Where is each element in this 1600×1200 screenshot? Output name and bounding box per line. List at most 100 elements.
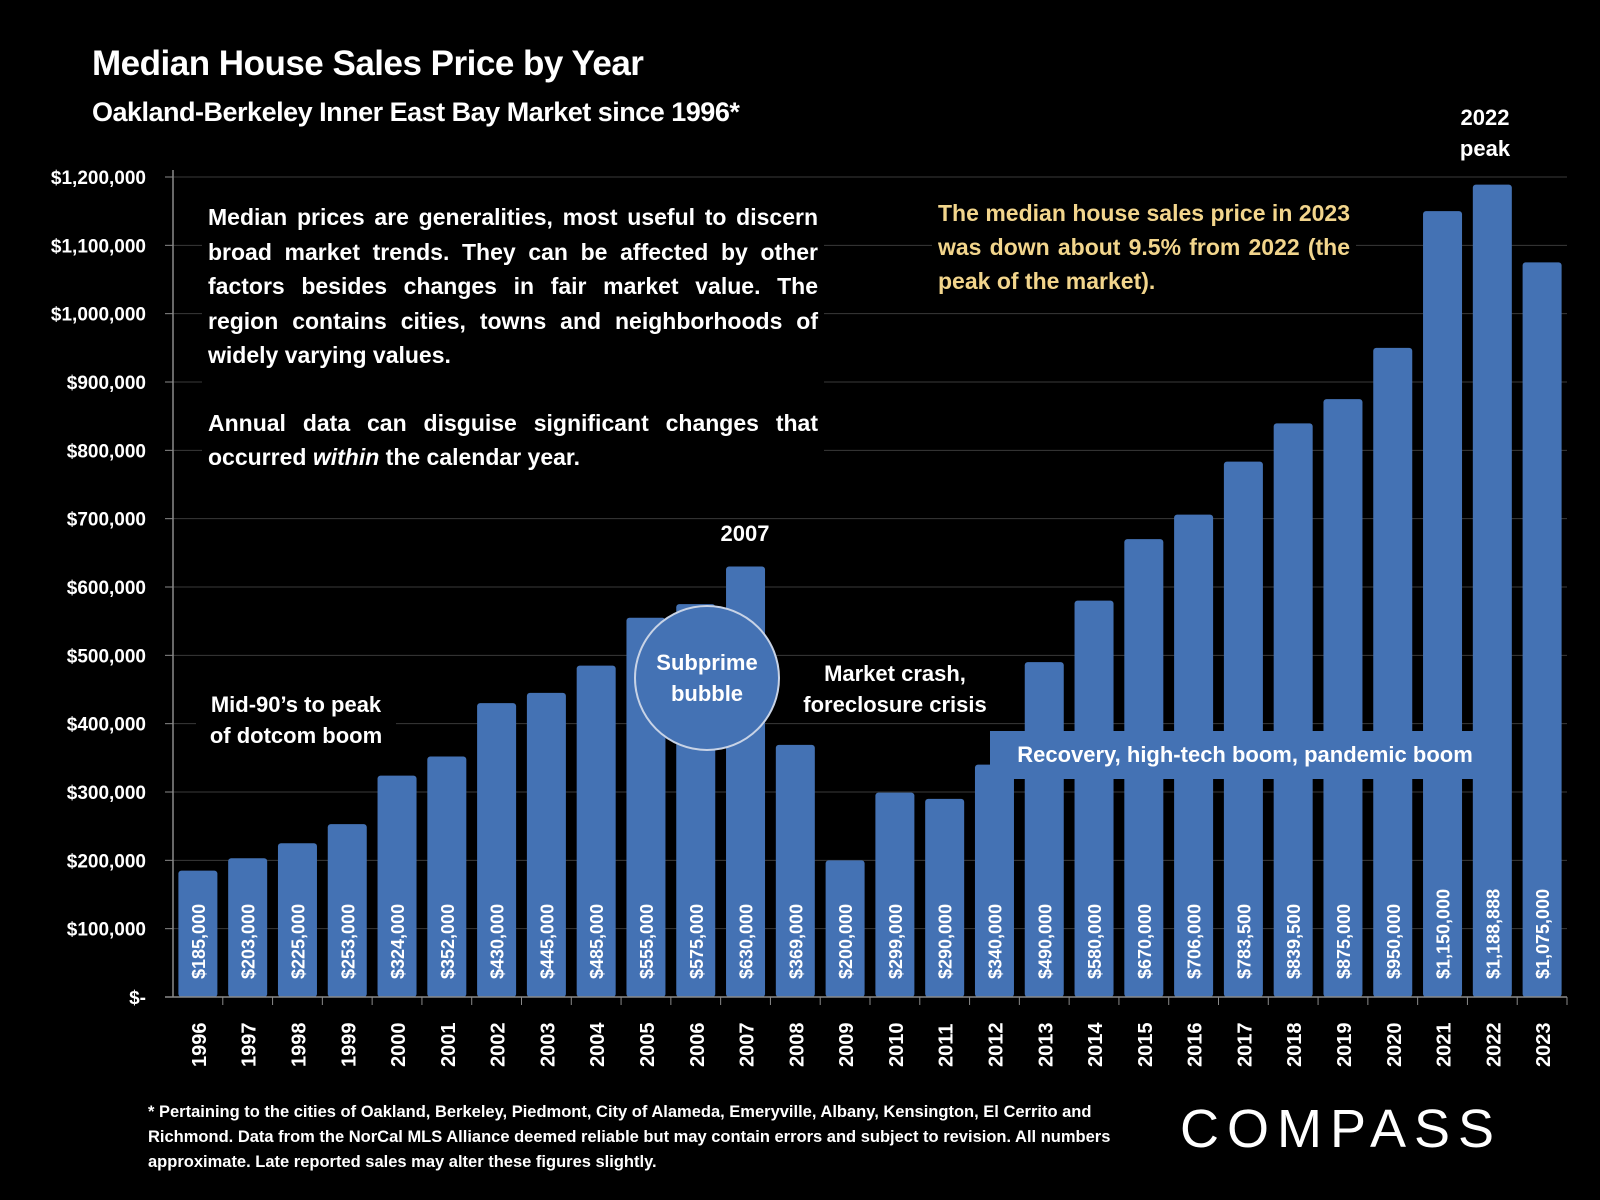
x-tick-label: 2007 [737, 1023, 759, 1068]
annotation-2022-peak: 2022 peak [1445, 102, 1525, 164]
data-label: $340,000 [985, 904, 1005, 979]
annotation-recovery: Recovery, high-tech boom, pandemic boom [990, 731, 1500, 779]
bar-2011 [925, 798, 965, 997]
data-label: $299,000 [886, 904, 906, 979]
annotation-text: peak [1459, 136, 1511, 161]
x-tick-label: 1998 [288, 1023, 310, 1068]
annotation-text: 2022 [1460, 105, 1510, 130]
data-label: $1,075,000 [1533, 889, 1553, 979]
bar-2012 [974, 764, 1014, 997]
bar-2010 [875, 792, 915, 997]
annotation-text: Subprime [656, 650, 758, 675]
data-label: $253,000 [338, 904, 358, 979]
x-tick-label: 1996 [189, 1023, 211, 1068]
bar-2020 [1373, 347, 1413, 997]
bar-2018 [1273, 423, 1313, 997]
x-tick-label: 2018 [1284, 1023, 1306, 1068]
bar-2014 [1074, 600, 1114, 997]
annotation-text: of dotcom boom [209, 723, 383, 748]
y-tick-label: $200,000 [67, 851, 146, 872]
data-label: $185,000 [189, 904, 209, 979]
data-label: $630,000 [737, 904, 757, 979]
x-tick-label: 1999 [338, 1023, 360, 1068]
data-label: $430,000 [488, 904, 508, 979]
note-box: Median prices are generalities, most use… [202, 200, 824, 508]
bar-1996 [178, 870, 218, 997]
bar-2019 [1323, 399, 1363, 997]
y-tick-label: $- [129, 988, 146, 1009]
data-label: $783,500 [1234, 904, 1254, 979]
x-tick-label: 2005 [637, 1023, 659, 1068]
x-tick-label: 2021 [1434, 1023, 1456, 1068]
data-label: $1,188,888 [1483, 889, 1503, 979]
y-tick-label: $800,000 [67, 441, 146, 462]
x-tick-label: 2010 [886, 1023, 908, 1068]
chart-subtitle: Oakland-Berkeley Inner East Bay Market s… [92, 97, 740, 127]
y-tick-label: $1,200,000 [51, 168, 146, 189]
data-label: $352,000 [438, 904, 458, 979]
y-tick-label: $900,000 [67, 373, 146, 394]
bar-2003 [526, 692, 566, 997]
x-tick-label: 2012 [985, 1023, 1007, 1068]
subprime-bubble: Subprime bubble [634, 605, 780, 751]
data-label: $580,000 [1085, 904, 1105, 979]
data-label: $950,000 [1384, 904, 1404, 979]
annotation-text: Mid-90’s to peak [210, 692, 382, 717]
y-tick-label: $1,000,000 [51, 305, 146, 326]
data-label: $575,000 [687, 904, 707, 979]
bar-2017 [1223, 461, 1263, 997]
annotation-2007: 2007 [720, 521, 770, 546]
bar-2022 [1472, 184, 1512, 997]
footnote: * Pertaining to the cities of Oakland, B… [148, 1103, 1111, 1171]
data-label: $445,000 [537, 904, 557, 979]
data-label: $485,000 [587, 904, 607, 979]
note-paragraph-2: Annual data can disguise significant cha… [208, 406, 818, 475]
y-tick-label: $100,000 [67, 920, 146, 941]
x-tick-label: 2003 [537, 1023, 559, 1068]
y-tick-label: $500,000 [67, 646, 146, 667]
x-tick-label: 2015 [1135, 1023, 1157, 1068]
y-axis-ticks: $- $100,000 $200,000 $300,000 $400,000 $500,0… [51, 168, 146, 1009]
data-label: $670,000 [1135, 904, 1155, 979]
bar-2021 [1423, 211, 1463, 997]
bar-2023 [1522, 262, 1562, 998]
note-text: the calendar year. [379, 444, 580, 470]
x-tick-label: 2022 [1483, 1023, 1505, 1068]
x-tick-label: 2001 [438, 1023, 460, 1068]
x-tick-label: 2009 [836, 1023, 858, 1068]
data-label: $875,000 [1334, 904, 1354, 979]
bar-1998 [277, 843, 317, 997]
annotation-dotcom: Mid-90’s to peak of dotcom boom [196, 689, 396, 751]
annotation-crash: Market crash, foreclosure crisis [795, 658, 995, 720]
data-label: $839,500 [1284, 904, 1304, 979]
highlight-note: The median house sales price in 2023 was… [932, 196, 1356, 298]
y-tick-label: $1,100,000 [51, 236, 146, 257]
bar-2009 [825, 860, 865, 997]
x-tick-label: 2000 [388, 1023, 410, 1068]
x-tick-label: 2011 [936, 1024, 958, 1067]
x-tick-label: 2020 [1384, 1023, 1406, 1068]
x-tick-label: 2017 [1234, 1023, 1256, 1068]
x-tick-label: 2002 [488, 1023, 510, 1068]
x-tick-label: 2019 [1334, 1023, 1356, 1068]
annotation-text: foreclosure crisis [803, 692, 987, 717]
x-tick-label: 1997 [239, 1023, 261, 1068]
x-tick-label: 2014 [1085, 1022, 1107, 1067]
note-emphasis: within [312, 444, 380, 470]
y-tick-label: $400,000 [67, 715, 146, 736]
bar-2004 [576, 665, 616, 997]
bar-2000 [377, 775, 417, 997]
x-tick-label: 2008 [786, 1023, 808, 1068]
x-tick-label: 2023 [1533, 1023, 1555, 1068]
x-tick-label: 2006 [687, 1023, 709, 1068]
note-paragraph-1: Median prices are generalities, most use… [208, 204, 818, 368]
annotation-text: Market crash, [824, 661, 966, 686]
data-label: $706,000 [1185, 904, 1205, 979]
data-label: $225,000 [288, 904, 308, 979]
x-tick-label: 2004 [587, 1022, 609, 1067]
y-tick-label: $700,000 [67, 510, 146, 531]
data-label: $290,000 [936, 904, 956, 979]
data-label: $324,000 [388, 904, 408, 979]
bar-2008 [775, 744, 815, 997]
